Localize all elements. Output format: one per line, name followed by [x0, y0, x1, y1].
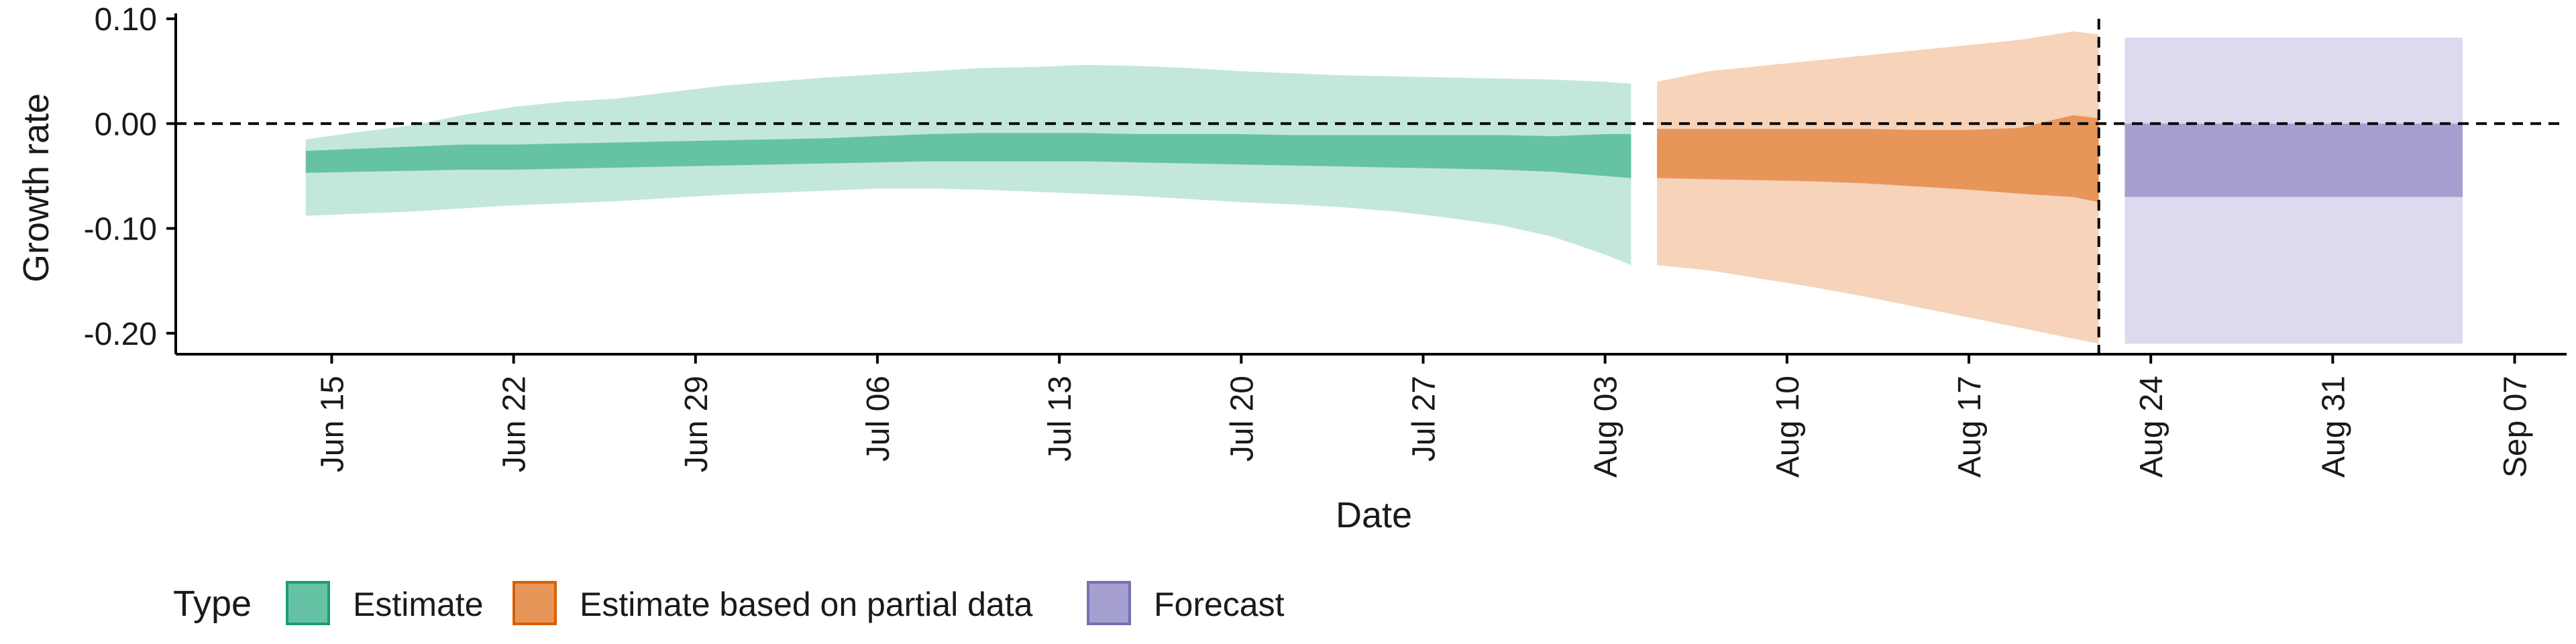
legend: Type Estimate Estimate based on partial d…: [173, 581, 1285, 625]
ribbon-90-series-0: [305, 64, 1631, 266]
series-1: [1657, 31, 2099, 344]
x-tick-label: Aug 24: [2134, 376, 2169, 478]
x-tick-label: Aug 10: [1770, 376, 1806, 478]
y-tick-label: 0.10: [95, 2, 157, 38]
y-axis-title: Growth rate: [16, 93, 56, 282]
series-0: [305, 64, 1631, 266]
x-tick-label: Jul 20: [1224, 376, 1260, 462]
series-2: [2125, 38, 2463, 344]
x-axis-title: Date: [1336, 495, 1412, 535]
y-tick-label: 0.00: [95, 107, 157, 142]
axes: 0.10 0.00 -0.10 -0.20 Jun 15 Jun 22 Jun 29 Jul …: [84, 2, 2567, 478]
x-tick-label: Jul 27: [1407, 376, 1442, 462]
legend-item-0: Estimate: [286, 581, 484, 625]
series-layer: [305, 31, 2463, 344]
y-tick-label: -0.10: [84, 212, 157, 248]
legend-title: Type: [173, 584, 252, 624]
x-tick-label: Jun 29: [679, 376, 714, 472]
legend-label: Estimate based on partial data: [580, 586, 1033, 623]
legend-swatch: [513, 581, 557, 625]
legend-item-2: Forecast: [1087, 581, 1285, 625]
ribbon-50-series-0: [305, 133, 1631, 178]
ribbon-50-series-1: [1657, 115, 2099, 203]
x-tick-label: Sep 07: [2498, 376, 2534, 478]
x-tick-label: Aug 17: [1952, 376, 1988, 478]
ribbon-50-series-2: [2125, 123, 2463, 197]
legend-swatch: [286, 581, 330, 625]
x-tick-label: Jul 06: [861, 376, 896, 462]
x-tick-label: Jul 13: [1042, 376, 1078, 462]
x-tick-label: Jun 22: [497, 376, 533, 472]
reference-lines: [176, 19, 2567, 354]
ribbon-90-series-1: [1657, 31, 2099, 344]
x-tick-label: Aug 31: [2316, 376, 2351, 478]
legend-label: Forecast: [1154, 586, 1285, 623]
legend-swatch: [1087, 581, 1131, 625]
y-tick-label: -0.20: [84, 317, 157, 352]
legend-label: Estimate: [353, 586, 484, 623]
x-tick-label: Jun 15: [315, 376, 350, 472]
x-tick-label: Aug 03: [1589, 376, 1624, 478]
legend-item-1: Estimate based on partial data: [513, 581, 1033, 625]
